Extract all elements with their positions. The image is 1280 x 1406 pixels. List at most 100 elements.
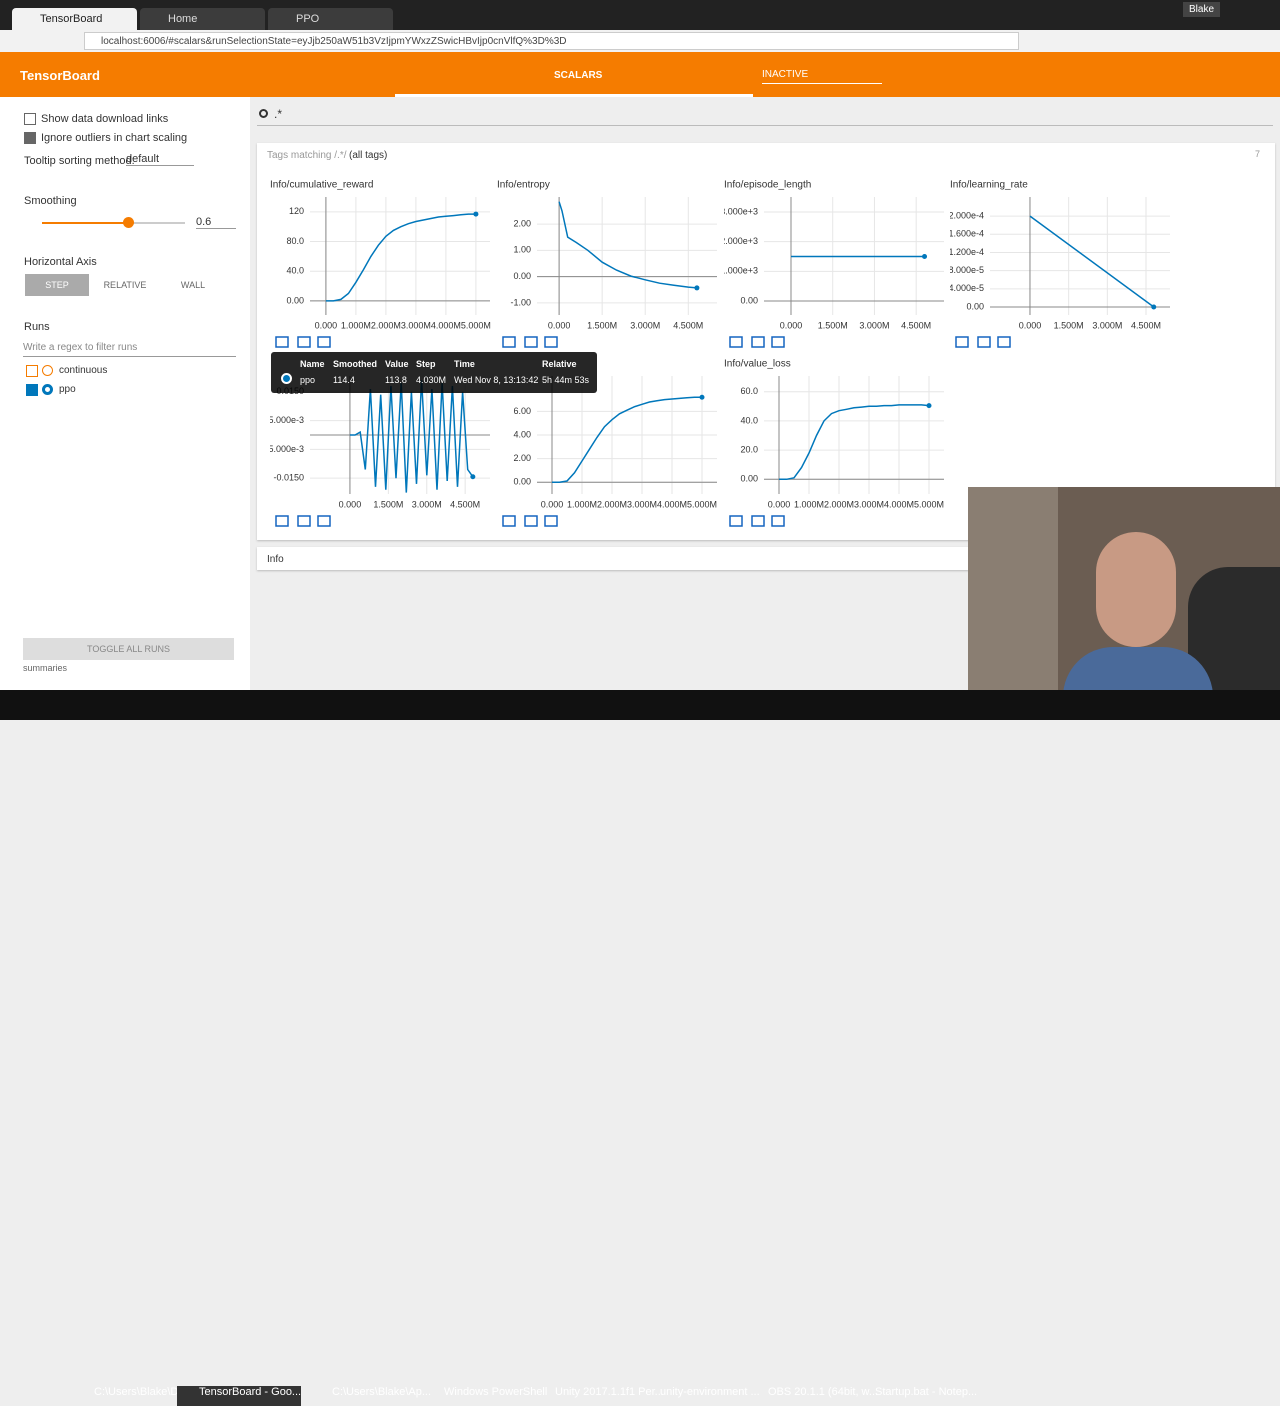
dropdown[interactable]: INACTIVE (762, 69, 882, 84)
y-tick-label: 0.00 (286, 295, 304, 305)
tooltip-header: Time (454, 359, 475, 369)
last-point (926, 403, 932, 409)
y-tick-label: 5.000e-3 (270, 415, 304, 425)
x-tick-label: 3.000M (1092, 320, 1122, 330)
y-tick-label: -5.000e-3 (270, 444, 304, 454)
last-point (699, 394, 705, 400)
chart-button[interactable] (544, 336, 558, 348)
series-line (1029, 215, 1155, 308)
chart-button[interactable] (524, 336, 538, 348)
checkbox[interactable] (24, 113, 36, 125)
chart-button[interactable] (275, 336, 289, 348)
x-tick-label: 4.500M (673, 320, 703, 330)
x-tick-label: 5.000M (461, 320, 491, 330)
tooltip-header: Name (300, 359, 325, 369)
select[interactable]: default (126, 153, 194, 166)
x-tick-label: 3.000M (401, 320, 431, 330)
last-point (1151, 304, 1157, 310)
chart-button[interactable] (729, 336, 743, 348)
y-tick-label: 40.0 (740, 415, 758, 425)
axis-button[interactable]: RELATIVE (103, 280, 147, 290)
tab-underline (395, 94, 753, 97)
chart-button[interactable] (275, 515, 289, 527)
x-tick-label: 4.500M (450, 499, 480, 509)
toggle-button[interactable]: TOGGLE ALL RUNS (23, 638, 234, 660)
user[interactable]: Blake (1182, 2, 1220, 17)
chart-button[interactable] (317, 336, 331, 348)
y-tick-label: 2.00 (513, 453, 531, 463)
series-line (558, 201, 697, 289)
run-name: continuous (59, 365, 108, 376)
chart-button[interactable] (524, 515, 538, 527)
checkbox[interactable] (24, 132, 36, 144)
runs-filter[interactable]: Write a regex to filter runs (23, 342, 236, 357)
axis-button[interactable]: STEP (25, 274, 89, 296)
series-line (552, 396, 702, 483)
chart-button[interactable] (771, 336, 785, 348)
taskbar-item[interactable]: Windows PowerShell (444, 1386, 548, 1398)
taskbar-item[interactable]: C:\Users\Blake\Ap... (332, 1386, 432, 1398)
y-tick-label: 1.600e-4 (950, 229, 984, 239)
chart-button[interactable] (317, 515, 331, 527)
y-tick-label: 4.00 (513, 429, 531, 439)
run-color (42, 384, 53, 395)
x-tick-label: 0.000 (541, 499, 564, 509)
taskbar-item[interactable]: TensorBoard - Goo... (177, 1386, 302, 1406)
chart-title: Info/entropy (497, 180, 550, 191)
last-point (470, 474, 476, 480)
y-tick-label: 2.000e+3 (724, 236, 758, 246)
tab[interactable]: PPO (268, 8, 393, 30)
y-tick-label: 0.00 (966, 301, 984, 311)
checkbox[interactable] (26, 365, 38, 377)
x-tick-label: 0.000 (780, 320, 803, 330)
checkbox[interactable] (26, 384, 38, 396)
x-tick-label: 1.000M (567, 499, 597, 509)
scalar-chart: Info/value_loss 0.00 20.0 40.0 60.0 0.000 1.00… (724, 359, 944, 527)
label: Runs (24, 321, 50, 333)
y-tick-label: 120 (289, 206, 304, 216)
taskbar-item[interactable]: Startup.bat - Notep... (875, 1386, 978, 1398)
search[interactable]: .* (257, 107, 1273, 126)
axis-button[interactable]: WALL (180, 280, 206, 290)
chart-button[interactable] (977, 336, 991, 348)
x-tick-label: 4.000M (431, 320, 461, 330)
taskbar-item[interactable]: unity-environment ... (660, 1386, 760, 1398)
slider-knob[interactable] (122, 217, 134, 228)
chart-button[interactable] (502, 336, 516, 348)
y-tick-label: 2.00 (513, 218, 531, 228)
x-tick-label: 3.000M (630, 320, 660, 330)
y-tick-label: 20.0 (740, 444, 758, 454)
webcam-shelf (968, 487, 1058, 690)
chart-button[interactable] (544, 515, 558, 527)
chart-button[interactable] (955, 336, 969, 348)
nav-tab[interactable]: SCALARS (554, 70, 603, 81)
scalar-chart: Info/cumulative_reward 0.00 40.0 80.0 120 0.0… (270, 180, 491, 348)
scalar-chart: 0.00 2.00 4.00 6.00 0.000 1.000M 2.000M 3.000M 4… (502, 376, 717, 527)
chart-button[interactable] (751, 515, 765, 527)
tooltip-header: Smoothed (333, 359, 377, 369)
tag-suffix: (all tags) (349, 150, 388, 161)
tab[interactable]: Home (140, 8, 265, 30)
webcam-shirt (1063, 647, 1213, 690)
x-tick-label: 4.000M (657, 499, 687, 509)
y-tick-label: 40.0 (286, 266, 304, 276)
smoothing-value[interactable]: 0.6 (196, 216, 236, 229)
chart-button[interactable] (297, 515, 311, 527)
chart-button[interactable] (729, 515, 743, 527)
y-tick-label: 6.00 (513, 406, 531, 416)
chart-button[interactable] (502, 515, 516, 527)
tab[interactable]: TensorBoard (12, 8, 137, 30)
x-tick-label: 0.000 (315, 320, 338, 330)
chart-button[interactable] (997, 336, 1011, 348)
x-tick-label: 5.000M (914, 499, 944, 509)
section[interactable]: Info (257, 547, 969, 570)
chart-button[interactable] (771, 515, 785, 527)
address-bar[interactable]: localhost:6006/#scalars&runSelectionStat… (84, 32, 1019, 50)
label: Show data download links (41, 113, 169, 125)
chart-button[interactable] (751, 336, 765, 348)
y-tick-label: 3.000e+3 (724, 206, 758, 216)
chart-button[interactable] (297, 336, 311, 348)
chart-title: Info/value_loss (724, 359, 791, 370)
x-tick-label: 0.000 (548, 320, 571, 330)
label: Tooltip sorting method: (24, 155, 135, 167)
